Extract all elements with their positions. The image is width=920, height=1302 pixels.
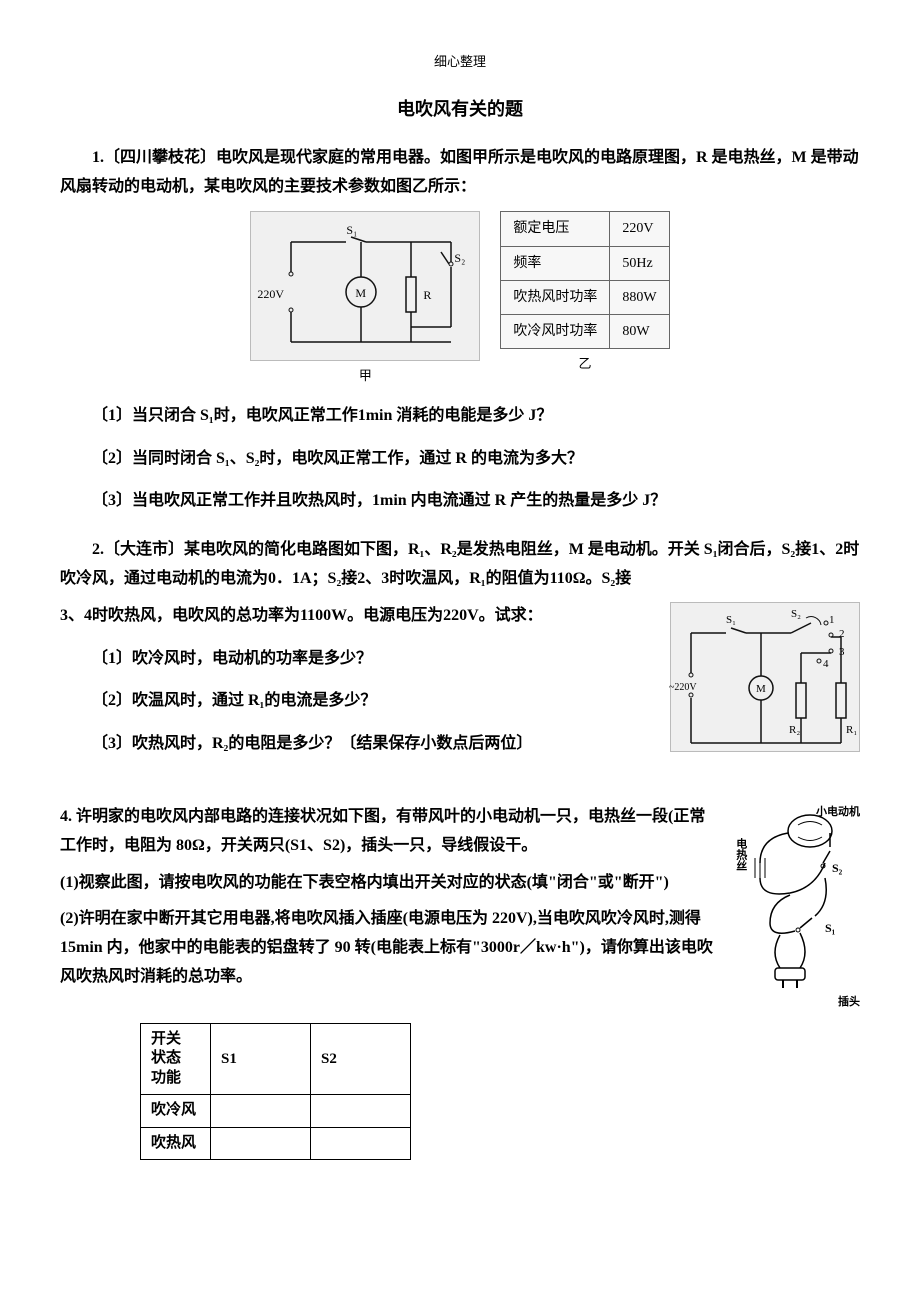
q2-text-col: 3、4时吹热风，电吹风的总功率为1100W。电源电压为220V。试求： 〔1〕吹… xyxy=(60,602,658,773)
page-title: 电吹风有关的题 xyxy=(60,93,860,125)
q2-intro2: 3、4时吹热风，电吹风的总功率为1100W。电源电压为220V。试求： xyxy=(60,602,658,631)
q2-label-r1: R₁ xyxy=(846,721,857,741)
q1-circuit-wrapper: S₁ S₂ 220V M R 甲 xyxy=(250,211,480,387)
cell: S2 xyxy=(311,1023,411,1095)
q1-label-r: R xyxy=(423,285,431,307)
q2-sub1: 〔1〕吹冷风时，电动机的功率是多少？ xyxy=(60,645,658,674)
cell: 频率 xyxy=(501,246,610,280)
q4-line3: (2)许明在家中断开其它用电器,将电吹风插入插座(电源电压为 220V),当电吹… xyxy=(60,905,718,991)
table-row: 频率50Hz xyxy=(501,246,669,280)
q4-answer-table: 开关 状态 功能 S1 S2 吹冷风 吹热风 xyxy=(140,1023,411,1161)
table-row: 开关 状态 功能 S1 S2 xyxy=(141,1023,411,1095)
q1-sub2: 〔2〕当同时闭合 S₁、S₂时，电吹风正常工作，通过 R 的电流为多大？ xyxy=(60,445,860,474)
table-row: 吹冷风 xyxy=(141,1095,411,1128)
cell: 80W xyxy=(610,314,669,348)
cell: 吹冷风 xyxy=(141,1095,211,1128)
cell xyxy=(211,1127,311,1160)
q4-text-col: 4. 许明家的电吹风内部电路的连接状况如下图，有带风叶的小电动机一只，电热丝一段… xyxy=(60,803,718,1000)
q2-label-220v: ~220V xyxy=(669,679,697,697)
q1-label-m: M xyxy=(355,283,366,305)
table-row: 吹冷风时功率80W xyxy=(501,314,669,348)
cell: 开关 状态 功能 xyxy=(141,1023,211,1095)
cell: 吹热风 xyxy=(141,1127,211,1160)
cell xyxy=(311,1095,411,1128)
q4-line1: 4. 许明家的电吹风内部电路的连接状况如下图，有带风叶的小电动机一只，电热丝一段… xyxy=(60,803,718,861)
cell: 吹热风时功率 xyxy=(501,280,610,314)
q4-line2: (1)视察此图，请按电吹风的功能在下表空格内填出开关对应的状态(填"闭合"或"断… xyxy=(60,869,718,898)
cell: 220V xyxy=(610,212,669,246)
q2-intro: 2.〔大连市〕某电吹风的简化电路图如下图，R₁、R₂是发热电阻丝，M 是电动机。… xyxy=(60,536,860,594)
q2-label-s2: S₂ xyxy=(791,605,801,625)
cell xyxy=(211,1095,311,1128)
q1-param-table: 额定电压220V 频率50Hz 吹热风时功率880W 吹冷风时功率80W xyxy=(500,211,669,349)
q1-caption-right: 乙 xyxy=(500,352,669,375)
q2-label-2: 2 xyxy=(839,625,845,645)
q4-label-heat: 电热丝 xyxy=(730,838,750,871)
q2-sub3: 〔3〕吹热风时，R₂的电阻是多少？〔结果保存小数点后两位〕 xyxy=(60,730,658,759)
q4-label-motor: 小电动机 xyxy=(816,803,860,823)
cell: 吹冷风时功率 xyxy=(501,314,610,348)
q4-wrap: 4. 许明家的电吹风内部电路的连接状况如下图，有带风叶的小电动机一只，电热丝一段… xyxy=(60,803,860,1013)
q1-sub3: 〔3〕当电吹风正常工作并且吹热风时，1min 内电流通过 R 产生的热量是多少 … xyxy=(60,487,860,516)
table-row: 额定电压220V xyxy=(501,212,669,246)
q2-label-s1: S₁ xyxy=(726,611,736,631)
q1-label-220v: 220V xyxy=(257,284,284,306)
q2-wrap: 3、4时吹热风，电吹风的总功率为1100W。电源电压为220V。试求： 〔1〕吹… xyxy=(60,602,860,773)
q1-caption-left: 甲 xyxy=(250,364,480,387)
cell: 额定电压 xyxy=(501,212,610,246)
q1-label-s2: S₂ xyxy=(454,248,465,270)
cell xyxy=(311,1127,411,1160)
q4-label-plug: 插头 xyxy=(838,993,860,1013)
q1-sub1: 〔1〕当只闭合 S₁时，电吹风正常工作1min 消耗的电能是多少 J？ xyxy=(60,402,860,431)
cell: S1 xyxy=(211,1023,311,1095)
cell: 50Hz xyxy=(610,246,669,280)
q2-label-1: 1 xyxy=(829,611,835,631)
q1-circuit-diagram: S₁ S₂ 220V M R xyxy=(250,211,480,361)
q2-label-4: 4 xyxy=(823,655,829,675)
table-row: 吹热风 xyxy=(141,1127,411,1160)
q2-label-3: 3 xyxy=(839,643,845,663)
q1-param-wrapper: 额定电压220V 频率50Hz 吹热风时功率880W 吹冷风时功率80W 乙 xyxy=(500,211,669,375)
cell: 880W xyxy=(610,280,669,314)
q2-label-r2: R₂ xyxy=(789,721,800,741)
header-note: 细心整理 xyxy=(60,50,860,73)
q2-label-m: M xyxy=(756,680,766,700)
q4-diagram: 小电动机 电热丝 S₂ S₁ 插头 xyxy=(730,803,860,1013)
q4-label-s2: S₂ xyxy=(832,858,842,880)
q1-figure-row: S₁ S₂ 220V M R 甲 额定电压220V 频率50Hz 吹热风时功率8… xyxy=(60,211,860,387)
q1-intro: 1.〔四川攀枝花〕电吹风是现代家庭的常用电器。如图甲所示是电吹风的电路原理图，R… xyxy=(60,144,860,202)
q1-label-s1: S₁ xyxy=(346,220,357,242)
q4-label-s1: S₁ xyxy=(825,918,835,940)
q2-sub2: 〔2〕吹温风时，通过 R₁的电流是多少？ xyxy=(60,687,658,716)
q2-circuit-diagram: S₁ S₂ 1 2 3 4 ~220V M R₂ R₁ xyxy=(670,602,860,752)
table-row: 吹热风时功率880W xyxy=(501,280,669,314)
